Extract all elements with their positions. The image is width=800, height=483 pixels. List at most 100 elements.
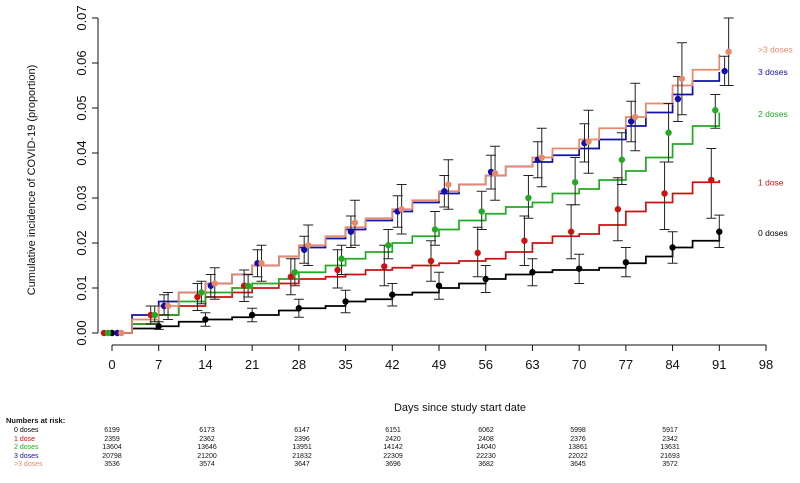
risk-cell: 2376	[570, 435, 586, 443]
data-point	[194, 293, 201, 301]
risk-cell: 6151	[385, 427, 401, 434]
x-tick-label: 91	[712, 357, 726, 372]
data-point	[575, 265, 583, 272]
risk-cell: 5998	[570, 427, 586, 434]
data-point	[198, 289, 205, 296]
risk-cell: 3645	[570, 461, 586, 468]
data-point	[627, 118, 635, 125]
risk-row: >3 doses 3536 3574 3647 3696 3682 3645 3572	[0, 461, 800, 470]
data-point	[567, 228, 575, 235]
series-step-line	[112, 180, 721, 334]
risk-cell: 13631	[660, 444, 680, 451]
data-point	[305, 242, 312, 249]
data-point	[665, 129, 672, 136]
series-label: 2 doses	[758, 109, 788, 119]
x-tick-label: 21	[245, 357, 259, 372]
data-point	[427, 257, 435, 265]
risk-cell: 14142	[383, 444, 403, 451]
data-point	[571, 179, 579, 186]
y-axis-title: Cumulative incidence of COVID-19 (propor…	[26, 65, 38, 296]
data-point	[632, 113, 639, 121]
risk-cell: 13646	[197, 444, 217, 451]
risk-cell: 20798	[102, 452, 122, 460]
data-point	[521, 237, 528, 244]
risk-row-label: >3 doses	[14, 461, 43, 468]
risk-cell: 3574	[199, 461, 215, 468]
risk-cell: 13604	[102, 444, 122, 451]
data-point	[478, 208, 485, 215]
data-point	[385, 242, 392, 249]
risk-row-label: 3 doses	[14, 452, 39, 460]
data-point	[716, 228, 723, 235]
data-point	[482, 275, 489, 283]
chart-curves	[112, 54, 721, 334]
data-point	[585, 138, 592, 145]
risk-cell: 3682	[478, 461, 494, 468]
risk-row: 1 dose 2359 2362 2396 2420 2408 2376 2342	[0, 436, 800, 445]
risk-row-label: 1 dose	[14, 435, 36, 443]
risk-row: 3 doses 20798 21200 21832 22309 22230 22022 216…	[0, 453, 800, 462]
data-point	[347, 228, 355, 235]
risk-cell: 6199	[104, 427, 120, 434]
series-label: >3 doses	[758, 45, 793, 55]
data-point	[104, 329, 112, 337]
risk-cell: 2362	[199, 435, 215, 443]
risk-cell: 13951	[292, 444, 312, 451]
series-label: 0 doses	[758, 228, 788, 238]
risk-cell: 2408	[478, 435, 494, 443]
data-point	[389, 291, 396, 298]
data-point	[295, 305, 303, 312]
risk-cell: 6147	[294, 427, 310, 434]
data-point	[721, 67, 728, 75]
x-tick-label: 63	[525, 357, 539, 372]
risk-cell: 21200	[197, 452, 217, 460]
x-axis-title: Days since study start date	[394, 402, 526, 414]
data-point	[474, 249, 481, 257]
data-point	[708, 176, 715, 184]
x-tick-label: 49	[432, 357, 446, 372]
risk-row: 0 doses 6199 6173 6147 6151 6062 5998 5917	[0, 427, 800, 436]
risk-cell: 6173	[199, 427, 215, 434]
y-tick-label: 0.06	[74, 50, 89, 75]
chart-series-labels: 0 doses 1 dose 2 doses 3 doses >3 doses	[758, 45, 793, 239]
chart-axes: 0 7 14 21 28 35 42 49 56 63 70 77 84 91 98 0.00 0.01 0.02…	[74, 5, 773, 372]
x-tick-label: 42	[385, 357, 399, 372]
data-point	[151, 311, 158, 319]
numbers-at-risk-table: Numbers at risk: 0 doses 6199 6173 6147 6151…	[0, 416, 800, 483]
risk-cell: 6062	[478, 427, 494, 434]
data-point	[431, 226, 439, 233]
data-point	[351, 219, 359, 226]
x-tick-label: 28	[292, 357, 306, 372]
x-tick-label: 0	[108, 357, 115, 372]
y-tick-label: 0.03	[74, 185, 89, 210]
x-tick-label: 7	[155, 357, 162, 372]
risk-cell: 5917	[662, 427, 678, 434]
data-point	[118, 329, 125, 337]
y-tick-label: 0.07	[74, 5, 89, 30]
data-point	[258, 260, 265, 267]
y-tick-label: 0.05	[74, 95, 89, 120]
series-step-line	[112, 112, 721, 334]
data-point	[334, 266, 341, 274]
data-point	[164, 302, 172, 310]
data-point	[441, 188, 448, 195]
data-point	[538, 154, 545, 161]
risk-cell: 22022	[568, 452, 588, 460]
y-tick-label: 0.01	[74, 275, 89, 300]
data-point	[725, 48, 732, 55]
data-point	[529, 269, 536, 276]
data-point	[614, 206, 622, 213]
data-point	[678, 75, 686, 82]
data-point	[211, 280, 218, 287]
data-point	[674, 95, 682, 103]
x-tick-label: 77	[619, 357, 633, 372]
risk-cell: 2420	[385, 435, 401, 443]
data-point	[244, 282, 252, 289]
risk-row: 2 doses 13604 13646 13951 14142 14040 13861 136…	[0, 444, 800, 453]
series-label: 1 dose	[758, 177, 784, 187]
series-step-line	[112, 54, 721, 334]
risk-row-label: 2 doses	[14, 444, 39, 451]
chart-markers	[100, 17, 734, 337]
data-point	[491, 170, 499, 177]
y-tick-label: 0.00	[74, 320, 89, 345]
